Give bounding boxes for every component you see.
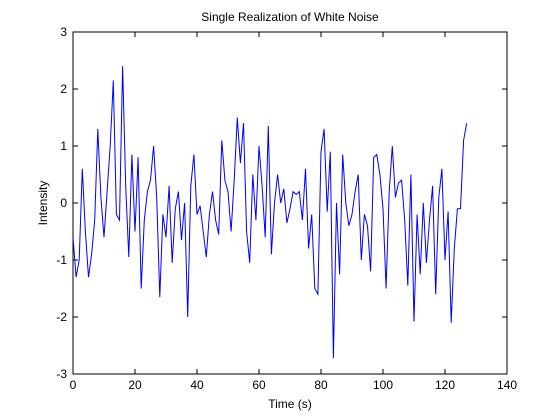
series-lines [72, 66, 468, 359]
y-axis-label: Intensity [36, 181, 50, 226]
chart-title: Single Realization of White Noise [201, 10, 379, 24]
x-tick-label: 100 [373, 378, 393, 392]
x-tick-label: 80 [314, 378, 328, 392]
axes-box [72, 31, 508, 375]
y-tick-label: 2 [60, 82, 67, 96]
y-tick-label: 0 [60, 196, 67, 210]
axes [72, 31, 508, 375]
x-tick-label: 60 [252, 378, 266, 392]
x-axis-label: Time (s) [268, 397, 312, 411]
tick-labels: 0 20 40 60 80 100 120 140 -3 -2 -1 0 1 2 3 [56, 25, 517, 392]
y-tick-label: -2 [56, 310, 67, 324]
axis-ticks [72, 31, 508, 375]
x-tick-label: 0 [70, 378, 77, 392]
x-tick-label: 120 [435, 378, 455, 392]
x-tick-label: 140 [497, 378, 517, 392]
y-tick-label: -3 [56, 367, 67, 381]
x-tick-label: 40 [190, 378, 204, 392]
x-tick-label: 20 [128, 378, 142, 392]
y-tick-label: 1 [60, 139, 67, 153]
y-tick-label: -1 [56, 253, 67, 267]
y-tick-label: 3 [60, 25, 67, 39]
series-line-0 [72, 66, 468, 359]
